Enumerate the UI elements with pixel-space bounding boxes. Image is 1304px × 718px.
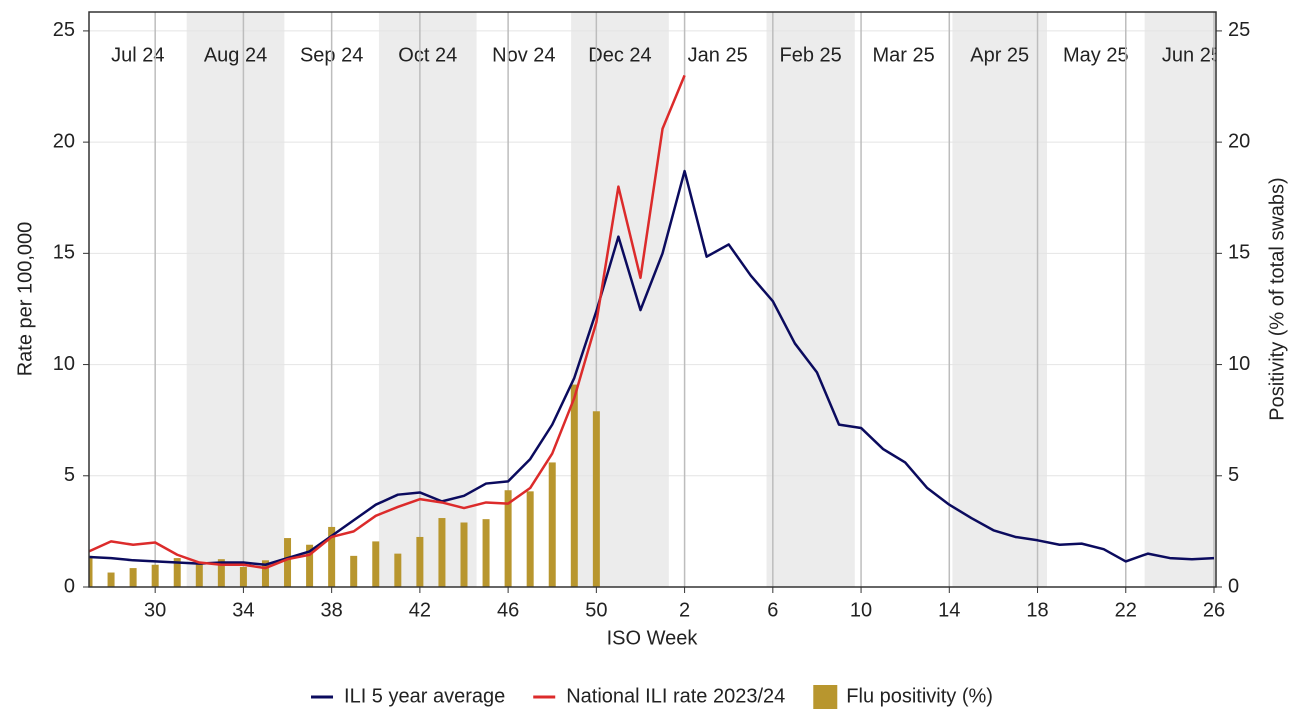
x-tick-label: 22 — [1115, 599, 1137, 621]
bar — [195, 562, 203, 587]
y2-tick-label: 10 — [1228, 353, 1250, 375]
month-label: Apr 25 — [970, 44, 1029, 66]
bar — [107, 572, 115, 587]
legend-label: Flu positivity (%) — [846, 685, 993, 707]
x-tick-label: 2 — [679, 599, 690, 621]
x-tick-label: 30 — [144, 599, 166, 621]
bar — [239, 566, 247, 587]
month-band — [378, 12, 477, 587]
plot-frame — [88, 11, 1217, 588]
legend-item: Flu positivity (%) — [813, 685, 993, 709]
x-tick-label: 18 — [1026, 599, 1048, 621]
x-tick-label: 38 — [321, 599, 343, 621]
bar — [173, 558, 181, 587]
bar — [592, 411, 600, 587]
y-tick-label: 0 — [64, 575, 75, 597]
bar — [372, 541, 380, 587]
bar — [284, 538, 292, 587]
bar — [416, 536, 424, 587]
bar — [394, 553, 402, 587]
y-axis-label: Rate per 100,000 — [14, 222, 36, 377]
x-axis-label: ISO Week — [607, 627, 699, 649]
y2-tick-label: 20 — [1228, 130, 1250, 152]
plot-marks — [89, 74, 1215, 587]
bar — [328, 526, 336, 587]
bar — [548, 462, 556, 587]
bar — [460, 522, 468, 587]
bar — [306, 544, 314, 587]
legend: ILI 5 year average National ILI rate 2023… — [311, 685, 993, 709]
x-tick-label: 26 — [1203, 599, 1225, 621]
month-bands: Jul 24 Aug 24 Sep 24 Oct 24 Nov 24 Dec 24 Jan … — [111, 12, 1222, 587]
bar — [438, 518, 446, 587]
bar — [350, 555, 358, 587]
bar — [526, 491, 534, 587]
x-tick-label: 10 — [850, 599, 872, 621]
month-band — [952, 12, 1047, 587]
legend-swatch — [813, 685, 838, 709]
y-tick-label: 20 — [53, 130, 75, 152]
y-tick-label: 10 — [53, 353, 75, 375]
y-tick-label: 15 — [53, 242, 75, 264]
month-label: Mar 25 — [872, 44, 934, 66]
bar — [261, 560, 269, 587]
month-label: Dec 24 — [588, 44, 651, 66]
y2-tick-label: 0 — [1228, 575, 1239, 597]
x-tick-label: 42 — [409, 599, 431, 621]
legend-label: National ILI rate 2023/24 — [566, 685, 785, 707]
y-tick-label: 25 — [53, 19, 75, 41]
month-label: Feb 25 — [780, 44, 842, 66]
month-band — [1144, 12, 1216, 587]
legend-item: ILI 5 year average — [311, 685, 505, 707]
x-tick-label: 50 — [585, 599, 607, 621]
month-label: Jan 25 — [688, 44, 748, 66]
month-band — [571, 12, 669, 587]
y2-tick-label: 25 — [1228, 19, 1250, 41]
bar — [129, 568, 137, 587]
month-label: May 25 — [1063, 44, 1129, 66]
x-tick-label: 46 — [497, 599, 519, 621]
legend-label: ILI 5 year average — [344, 685, 505, 707]
bar — [570, 384, 578, 587]
y2-tick-label: 5 — [1228, 464, 1239, 486]
month-label: Jun 25 — [1162, 44, 1222, 66]
bar — [217, 559, 225, 587]
legend-item: National ILI rate 2023/24 — [533, 685, 785, 707]
bar — [89, 555, 93, 587]
month-band — [766, 12, 855, 587]
y2-tick-label: 15 — [1228, 242, 1250, 264]
line — [89, 74, 686, 570]
month-band — [186, 12, 285, 587]
line — [89, 169, 1215, 567]
x-tick-label: 34 — [232, 599, 254, 621]
month-label: Jul 24 — [111, 44, 164, 66]
bar — [504, 490, 512, 587]
x-tick-label: 14 — [938, 599, 960, 621]
bar — [482, 519, 490, 587]
x-tick-label: 6 — [767, 599, 778, 621]
y-tick-label: 5 — [64, 464, 75, 486]
bar — [151, 564, 159, 587]
month-label: Oct 24 — [398, 44, 457, 66]
month-label: Nov 24 — [492, 44, 555, 66]
month-label: Aug 24 — [204, 44, 267, 66]
y2-axis-label: Positivity (% of total swabs) — [1266, 177, 1288, 420]
